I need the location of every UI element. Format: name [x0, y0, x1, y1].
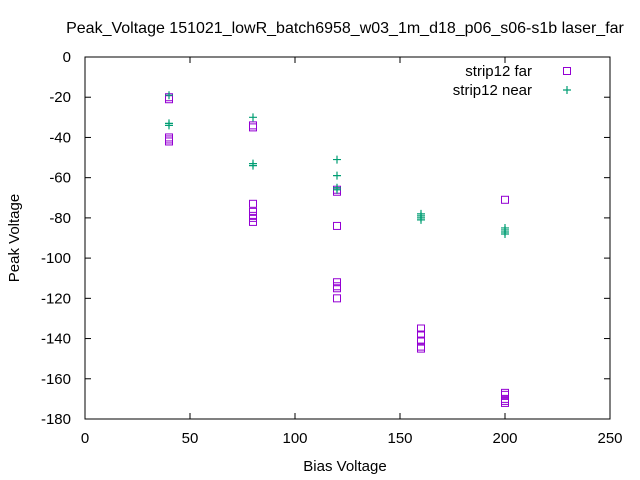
- series-layer: [165, 91, 509, 407]
- data-point: [249, 207, 257, 216]
- data-point: [333, 282, 341, 291]
- data-point: [333, 171, 341, 180]
- data-point: [165, 137, 173, 146]
- x-tick-label: 50: [182, 430, 199, 447]
- x-tick-label: 150: [387, 430, 412, 447]
- data-point: [417, 324, 425, 333]
- data-point: [249, 213, 257, 222]
- data-point: [249, 199, 257, 208]
- data-point: [563, 86, 571, 94]
- data-point: [501, 195, 509, 204]
- data-point: [165, 121, 173, 130]
- data-point: [501, 390, 509, 399]
- data-point: [417, 215, 425, 224]
- legend-label: strip12 far: [465, 63, 532, 80]
- data-point: [333, 284, 341, 293]
- data-point: [333, 155, 341, 164]
- data-point: [249, 121, 257, 130]
- x-tick-label: 100: [282, 430, 307, 447]
- y-tick-label: -100: [41, 250, 71, 267]
- data-point: [417, 344, 425, 353]
- data-point: [417, 336, 425, 345]
- plot-frame: [84, 56, 611, 420]
- y-tick-label: -160: [41, 371, 71, 388]
- data-point: [165, 135, 173, 144]
- data-point: [333, 185, 341, 194]
- axes: 0 50 100 150 200 250 0 -20 -40 -60 -80 -100 -120 -140…: [41, 49, 623, 447]
- chart-title: Peak_Voltage 151021_lowR_batch6958_w03_1…: [66, 20, 624, 37]
- y-tick-label: -20: [49, 89, 71, 106]
- legend: strip12 far strip12 near: [453, 63, 571, 99]
- x-tick-label: 0: [81, 430, 89, 447]
- legend-label: strip12 near: [453, 82, 532, 99]
- y-axis-label: Peak Voltage: [6, 194, 23, 282]
- y-tick-label: 0: [63, 49, 71, 66]
- data-point: [249, 217, 257, 226]
- data-point: [417, 330, 425, 339]
- data-point: [249, 113, 257, 122]
- y-tick-label: -80: [49, 210, 71, 227]
- y-tick-label: -60: [49, 170, 71, 187]
- x-axis-label: Bias Voltage: [303, 458, 386, 475]
- data-point: [249, 123, 257, 132]
- data-point: [333, 294, 341, 303]
- series: [165, 91, 509, 238]
- data-point: [333, 221, 341, 230]
- data-point: [165, 133, 173, 142]
- data-point: [249, 161, 257, 170]
- series: [165, 93, 509, 407]
- x-tick-label: 250: [597, 430, 622, 447]
- y-tick-label: -140: [41, 331, 71, 348]
- y-tick-label: -180: [41, 411, 71, 428]
- data-point: [333, 278, 341, 287]
- y-tick-label: -120: [41, 290, 71, 307]
- data-point: [501, 229, 509, 238]
- x-tick-label: 200: [492, 430, 517, 447]
- data-point: [501, 398, 509, 407]
- y-tick-label: -40: [49, 129, 71, 146]
- data-point: [165, 91, 173, 100]
- data-point: [563, 67, 571, 75]
